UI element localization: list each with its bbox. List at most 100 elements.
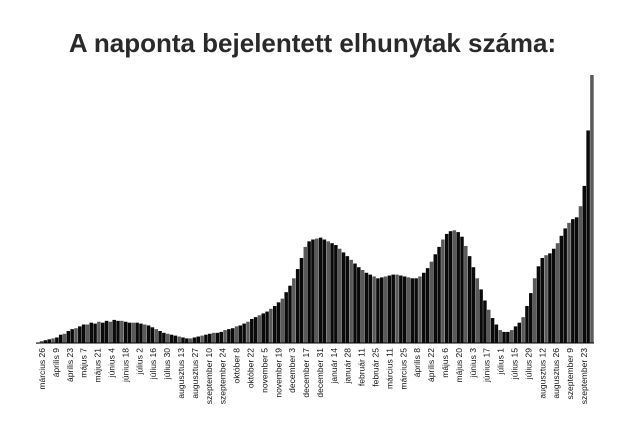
bar [292, 278, 296, 343]
bar [574, 217, 579, 343]
bar [334, 245, 338, 343]
bar [288, 285, 292, 343]
x-tick-label: január 28 [343, 348, 353, 385]
x-tick-label: május 21 [93, 348, 103, 383]
bar [158, 330, 162, 343]
x-tick-label: július 2 [134, 348, 144, 376]
bar [395, 274, 399, 343]
x-tick-label: április 23 [65, 348, 75, 382]
bar [89, 322, 94, 343]
x-tick-label: október 22 [246, 348, 256, 388]
x-tick-label: november 5 [259, 348, 269, 393]
bar [265, 311, 269, 343]
bar [571, 219, 575, 343]
x-tick-label: június 4 [107, 348, 117, 379]
bar [456, 232, 460, 343]
x-tick-label: szeptember 9 [565, 348, 575, 400]
bar [494, 324, 499, 343]
x-tick-label: július 15 [510, 348, 520, 380]
bar [55, 337, 59, 343]
bar [406, 277, 411, 343]
x-tick-label: április 8 [412, 348, 422, 378]
bar [250, 318, 254, 343]
bar [284, 292, 288, 343]
bar [353, 263, 357, 343]
bar [207, 333, 212, 343]
x-tick-label: szeptember 23 [579, 348, 589, 404]
x-tick-label: november 19 [273, 348, 283, 398]
bar [452, 230, 457, 343]
bar [165, 333, 170, 343]
bar [139, 323, 143, 343]
bar [326, 241, 330, 343]
bar [525, 306, 529, 343]
bar [97, 321, 101, 343]
bar [39, 341, 44, 343]
bar [196, 336, 201, 343]
bar [551, 248, 556, 343]
bar [223, 330, 227, 343]
bar [425, 268, 430, 343]
bar [559, 235, 564, 343]
x-tick-label: március 26 [37, 348, 47, 390]
bar [215, 332, 220, 343]
bar [521, 317, 525, 343]
bar [154, 329, 158, 343]
x-tick-label: január 14 [329, 348, 339, 385]
x-tick-label: február 25 [371, 348, 381, 387]
bar [414, 278, 418, 343]
bar [70, 329, 74, 343]
bar [261, 313, 266, 343]
bar [238, 325, 243, 343]
bar [74, 328, 78, 343]
bar [200, 335, 204, 343]
x-tick-label: június 3 [468, 348, 478, 379]
bar [104, 320, 109, 343]
bar [402, 276, 407, 343]
x-tick-label: április 22 [426, 348, 436, 382]
bar [322, 239, 327, 343]
bar [368, 274, 373, 343]
bar [177, 336, 181, 343]
x-tick-label: július 16 [148, 348, 158, 380]
bar [116, 320, 120, 343]
bar [490, 318, 495, 343]
bar [66, 330, 71, 343]
bar [360, 269, 365, 343]
x-tick-label: október 8 [232, 348, 242, 384]
bar [246, 321, 250, 343]
x-tick-label: május 6 [440, 348, 450, 378]
bar [467, 256, 472, 343]
bar [399, 275, 403, 343]
bar [227, 329, 231, 343]
bar [303, 246, 308, 343]
bar [544, 255, 548, 343]
bar [311, 239, 315, 343]
bar [242, 323, 246, 343]
bar [85, 324, 90, 343]
bar [532, 278, 537, 343]
x-tick-label: július 30 [162, 348, 172, 380]
bar [204, 334, 208, 343]
bar [330, 243, 334, 343]
bar [62, 333, 67, 343]
x-tick-label: február 11 [357, 348, 367, 386]
bar [257, 315, 262, 343]
x-tick-label: december 3 [287, 348, 297, 393]
bar [315, 238, 319, 343]
bar [230, 328, 235, 343]
bar [578, 206, 583, 343]
bar [143, 324, 147, 343]
x-tick-label: június 17 [482, 348, 492, 383]
bar [51, 338, 55, 343]
bar [387, 275, 392, 343]
chart-title: A naponta bejelentett elhunytak száma: [68, 28, 557, 58]
bar [188, 338, 193, 343]
bar [379, 277, 384, 343]
bar [93, 323, 97, 343]
bar [135, 322, 139, 343]
bar-series [36, 75, 594, 344]
bar [582, 185, 587, 343]
x-tick-label: augusztus 13 [176, 348, 186, 399]
bar [364, 272, 369, 343]
